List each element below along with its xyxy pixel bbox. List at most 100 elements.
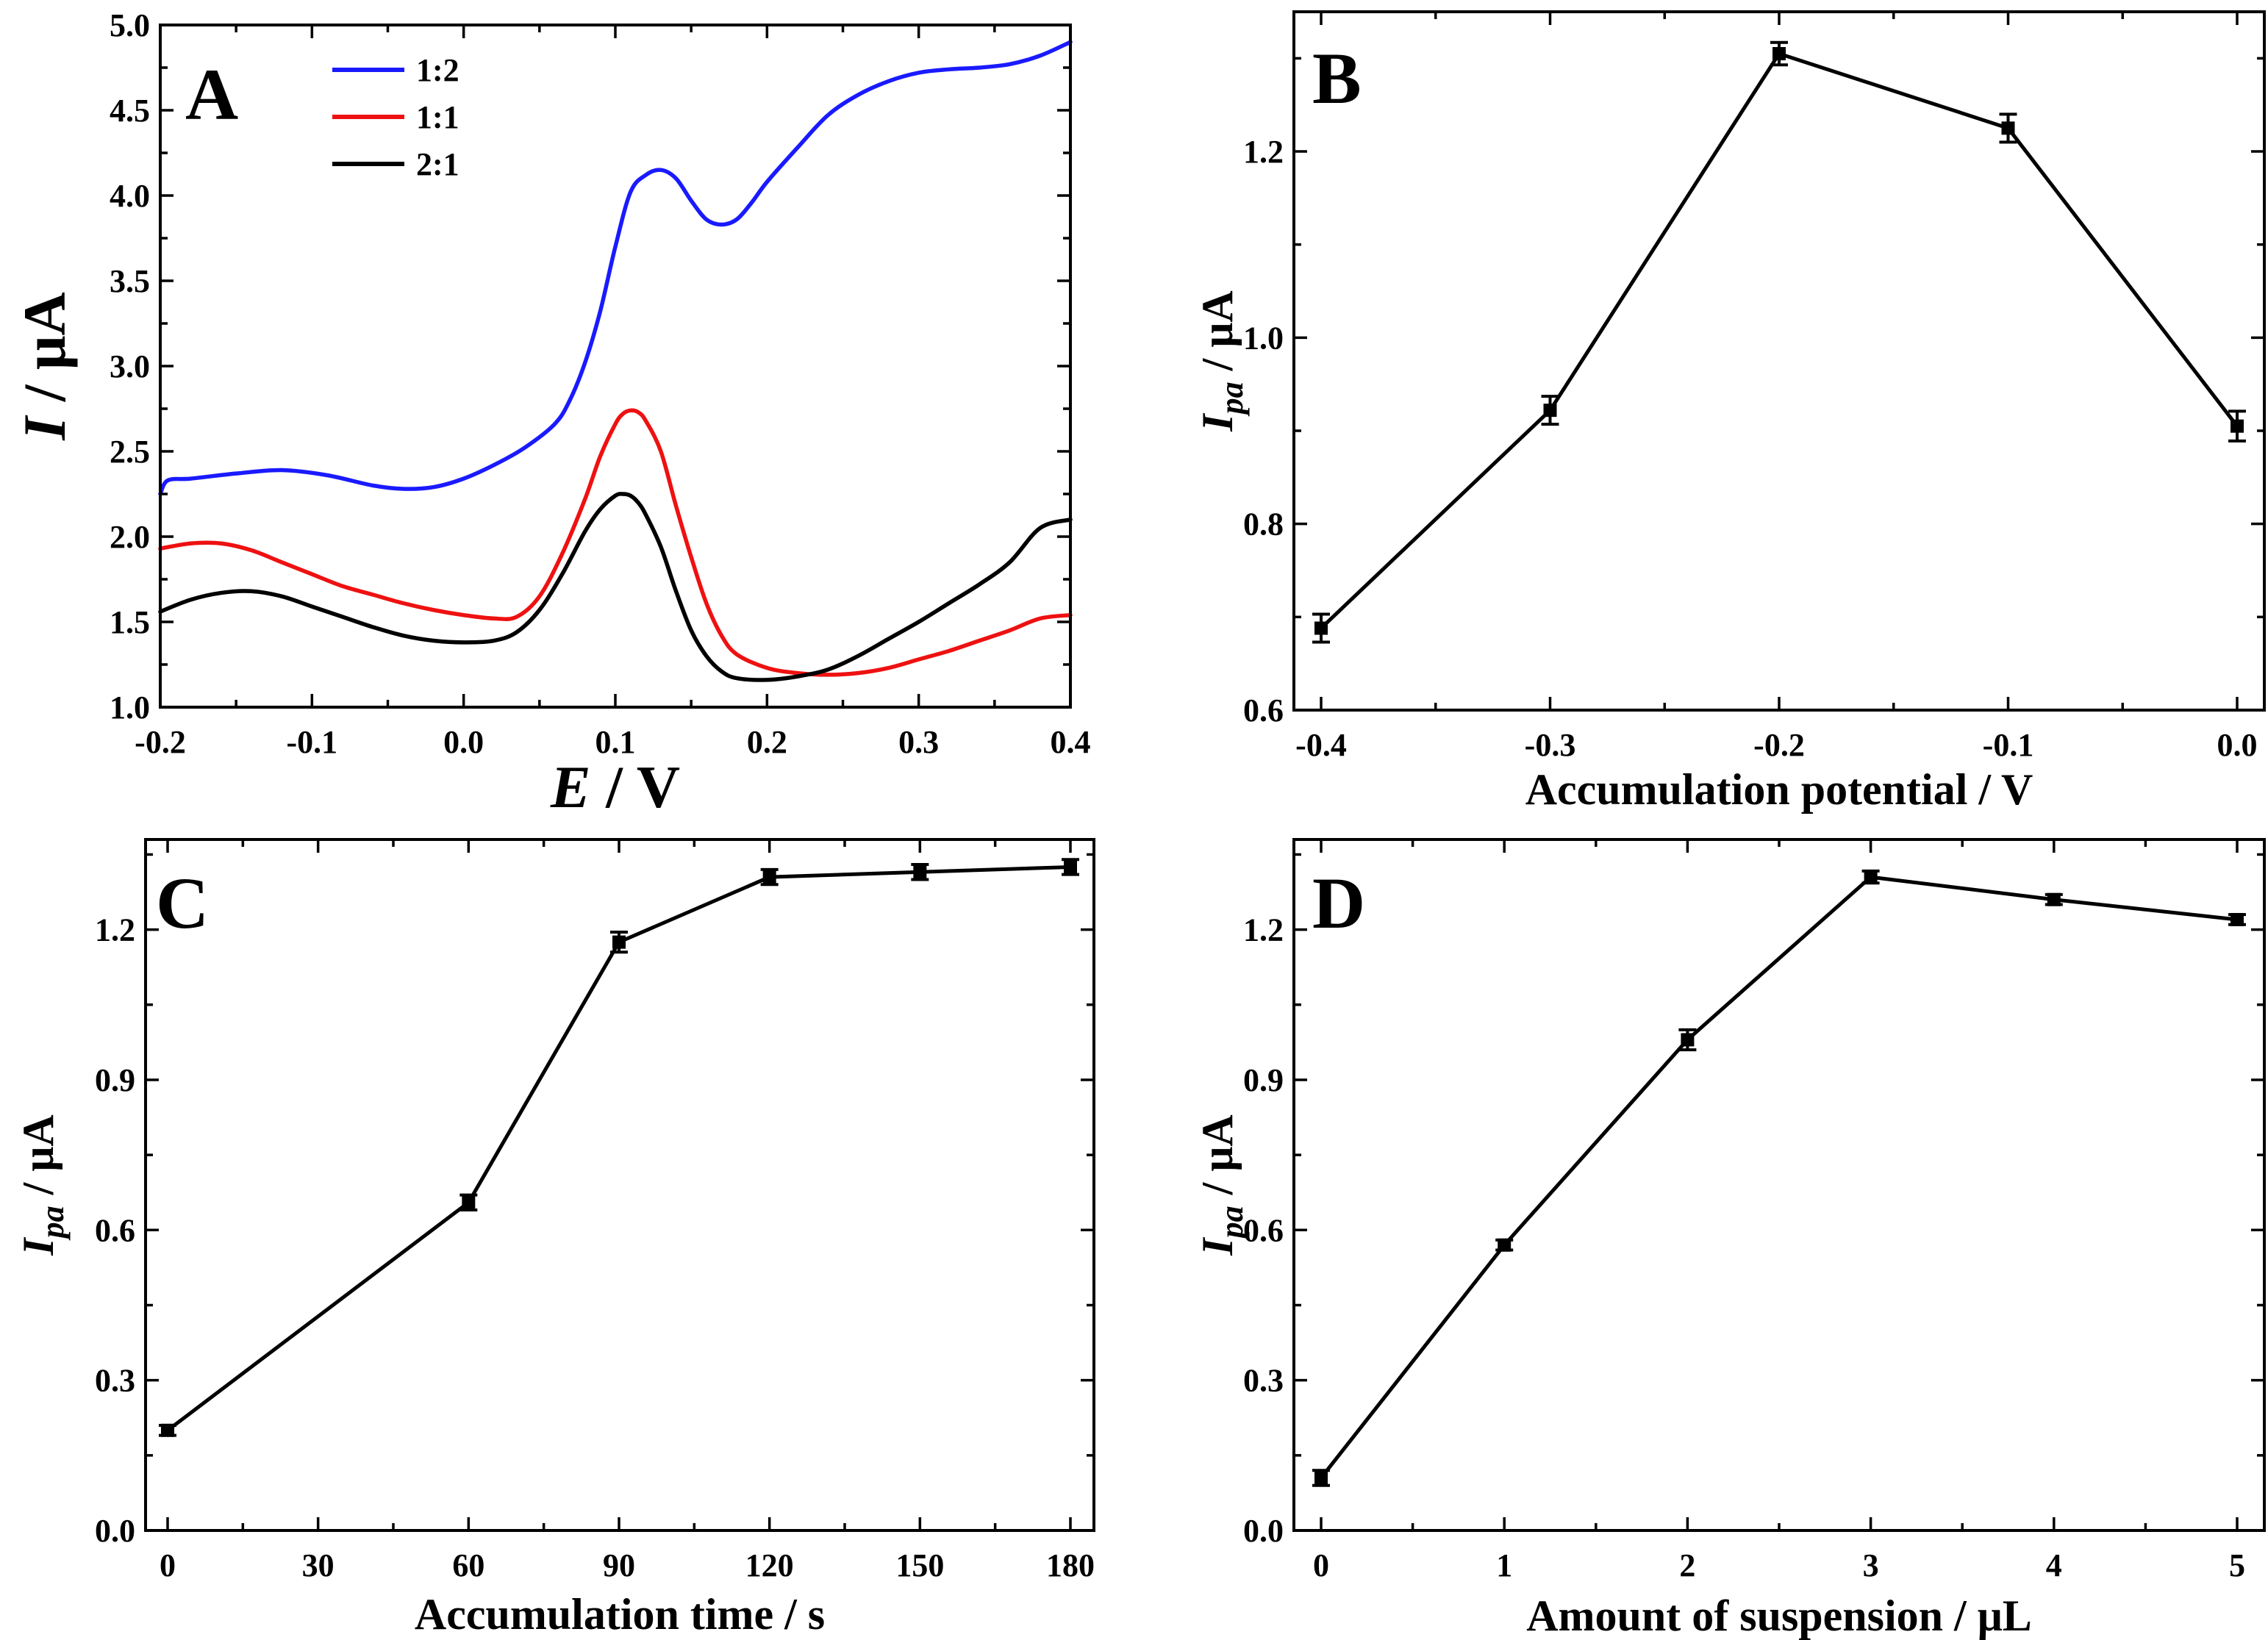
panel-a-frame <box>159 24 1072 709</box>
panel-a-plot <box>158 40 1073 682</box>
panel-d-data-point <box>1498 1238 1512 1252</box>
panel-d-data-point <box>2047 892 2061 906</box>
legend-label-1-1: 1:1 <box>416 99 459 135</box>
panel-a-y-tick-label: 4.5 <box>110 93 150 129</box>
panel-b-x-tick-label: -0.2 <box>1753 727 1805 763</box>
panel-c-series-line <box>166 864 1071 1432</box>
series-1-1-curve <box>158 408 1073 677</box>
panel-c-x-tick-label: 180 <box>1046 1547 1095 1583</box>
panel-b-y-tick-label: 0.8 <box>1243 506 1284 543</box>
panel-b-x-axis-label: Accumulation potential / V <box>1525 765 2033 814</box>
panel-c-y-tick-label: 0.9 <box>95 1062 135 1098</box>
panel-c-x-tick-label: 60 <box>452 1547 484 1583</box>
panel-c-x-tick-label: 120 <box>745 1547 794 1583</box>
panel-d-data-point <box>1681 1033 1695 1047</box>
panel-d-x-tick-label: 1 <box>1496 1547 1512 1583</box>
panel-a-x-tick-label: 0.1 <box>595 724 636 760</box>
panel-b-series-line <box>1320 51 2239 630</box>
panel-d-y-tick-label: 0.0 <box>1243 1513 1284 1549</box>
panel-a-ticks: -0.2 -0.1 0.0 0.1 0.2 0.3 0.4 1.0 1.5 2.0 2.5 3.0 3.… <box>110 7 1091 760</box>
panel-c-y-tick-label: 0.6 <box>95 1212 135 1248</box>
panel-b-data-point <box>1543 404 1557 418</box>
panel-c-ticks: 0 30 60 90 120 150 180 0.0 0.3 0.6 0.9 1.2 <box>95 839 1095 1583</box>
series-2-1-curve <box>158 492 1073 682</box>
panel-d-plot <box>1312 869 2246 1487</box>
panel-d-letter: D <box>1312 862 1365 944</box>
panel-a-x-tick-label: -0.1 <box>287 724 338 760</box>
panel-b-data-point <box>1772 47 1786 60</box>
panel-a-x-tick-label: 0.2 <box>747 724 787 760</box>
panel-a-y-tick-label: 2.5 <box>110 434 150 470</box>
panel-c-data-point <box>762 870 776 884</box>
panel-b-x-tick-label: 0.0 <box>2217 727 2258 763</box>
panel-b-x-tick-label: -0.1 <box>1983 727 2034 763</box>
panel-b-x-tick-label: -0.4 <box>1295 727 1347 763</box>
panel-c-y-tick-label: 0.0 <box>95 1513 135 1549</box>
panel-d-y-axis-label: Ipa / μA <box>1193 1114 1250 1256</box>
panel-c-x-tick-label: 90 <box>603 1547 635 1583</box>
panel-d-y-tick-label: 0.9 <box>1243 1062 1284 1098</box>
panel-a-legend: 1:2 1:1 2:1 <box>332 52 459 182</box>
panel-c-x-tick-label: 150 <box>895 1547 944 1583</box>
panel-d-y-tick-label: 0.3 <box>1243 1363 1284 1399</box>
panel-a-y-tick-label: 5.0 <box>110 7 150 43</box>
panel-a-x-tick-label: 0.4 <box>1051 724 1091 760</box>
panel-d-data-point <box>2231 912 2244 926</box>
panel-b-data-point <box>2231 419 2244 433</box>
panel-c-x-axis-label: Accumulation time / s <box>415 1590 825 1639</box>
panel-d-x-tick-label: 2 <box>1679 1547 1695 1583</box>
panel-b-frame <box>1292 10 2266 712</box>
panel-b-y-tick-label: 1.0 <box>1243 320 1284 356</box>
panel-d-x-axis-label: Amount of suspension / μL <box>1526 1591 2032 1640</box>
panel-c-y-axis-label: Ipa / μA <box>14 1114 71 1256</box>
panel-b-ticks: -0.4 -0.3 -0.2 -0.1 0.0 0.6 0.8 1.0 1.2 <box>1243 12 2264 763</box>
panel-c-data-point <box>1064 860 1077 874</box>
panel-a: -0.2 -0.1 0.0 0.1 0.2 0.3 0.4 1.0 1.5 2.0 2.5 3.0 3.… <box>11 7 1091 820</box>
panel-d-x-tick-label: 5 <box>2229 1547 2245 1583</box>
panel-a-y-tick-label: 4.0 <box>110 178 150 214</box>
panel-a-x-axis-label: E / V <box>550 753 680 820</box>
panel-c-letter: C <box>156 862 209 944</box>
panel-a-y-tick-label: 3.5 <box>110 263 150 299</box>
panel-d-y-tick-label: 0.6 <box>1243 1212 1284 1248</box>
panel-d-frame <box>1292 838 2266 1532</box>
panel-c-plot <box>159 858 1079 1437</box>
panel-a-letter: A <box>185 54 238 135</box>
panel-a-x-tick-label: 0.0 <box>443 724 484 760</box>
panel-a-y-tick-label: 1.0 <box>110 690 150 726</box>
panel-d: 0 1 2 3 4 5 0.0 0.3 0.6 0.9 1.2 D Amount of suspen… <box>1193 838 2266 1640</box>
panel-b-x-tick-label: -0.3 <box>1525 727 1576 763</box>
panel-c-data-point <box>462 1195 476 1209</box>
legend-label-1-2: 1:2 <box>416 52 459 88</box>
panel-b: -0.4 -0.3 -0.2 -0.1 0.0 0.6 0.8 1.0 1.2 B Accumu… <box>1193 10 2266 814</box>
panel-d-data-point <box>1314 1471 1328 1485</box>
panel-b-data-point <box>2001 121 2015 135</box>
panel-b-y-tick-label: 0.6 <box>1243 692 1284 728</box>
panel-c-y-tick-label: 0.3 <box>95 1363 135 1399</box>
panel-c-y-tick-label: 1.2 <box>95 912 135 948</box>
panel-d-x-tick-label: 4 <box>2046 1547 2062 1583</box>
panel-d-x-tick-label: 3 <box>1863 1547 1879 1583</box>
panel-b-y-tick-label: 1.2 <box>1243 134 1284 170</box>
panel-b-data-point <box>1314 621 1328 635</box>
panel-c-data-point <box>612 935 626 949</box>
panel-d-data-point <box>1864 870 1878 884</box>
panel-b-plot <box>1312 40 2246 644</box>
panel-d-y-tick-label: 1.2 <box>1243 912 1284 948</box>
panel-b-y-axis-label: Ipa / μA <box>1193 290 1250 432</box>
panel-a-y-tick-label: 1.5 <box>110 604 150 640</box>
panel-c-x-tick-label: 0 <box>160 1547 176 1583</box>
panel-a-x-tick-label: 0.3 <box>898 724 939 760</box>
legend-label-2-1: 2:1 <box>416 146 459 182</box>
panel-c: 0 30 60 90 120 150 180 0.0 0.3 0.6 0.9 1.2 C Accumu… <box>14 838 1095 1639</box>
panel-d-x-tick-label: 0 <box>1313 1547 1329 1583</box>
panel-a-y-tick-label: 2.0 <box>110 519 150 555</box>
panel-d-ticks: 0 1 2 3 4 5 0.0 0.3 0.6 0.9 1.2 <box>1243 839 2264 1583</box>
panel-d-series-line <box>1320 875 2238 1480</box>
panel-c-data-point <box>913 865 927 879</box>
panel-b-letter: B <box>1312 37 1362 119</box>
panel-c-x-tick-label: 30 <box>302 1547 335 1583</box>
panel-a-y-tick-label: 3.0 <box>110 348 150 384</box>
panel-a-x-tick-label: -0.2 <box>135 724 186 760</box>
